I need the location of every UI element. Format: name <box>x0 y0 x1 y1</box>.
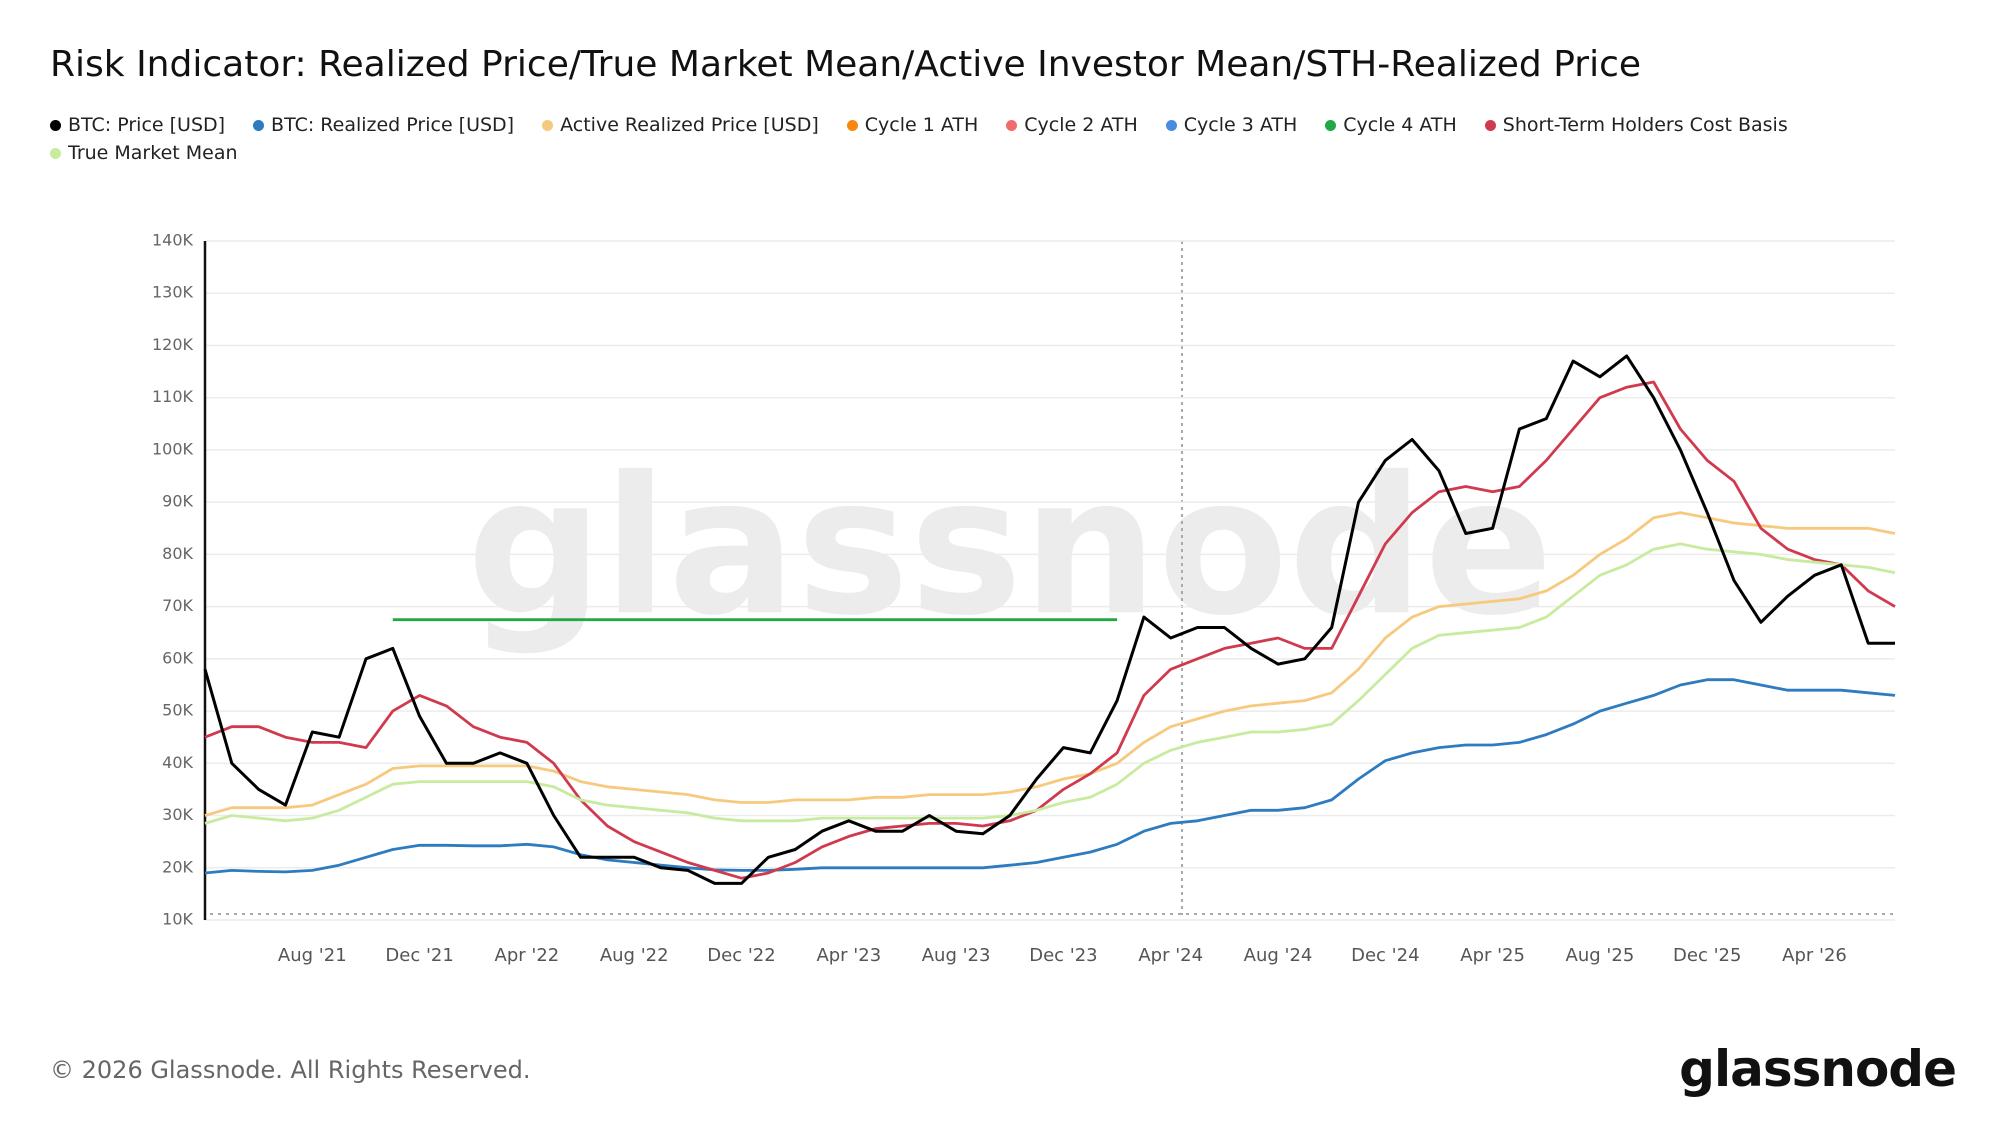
x-tick-label: Dec '23 <box>1029 945 1097 966</box>
y-tick-label: 110K <box>152 387 194 406</box>
x-tick-label: Aug '24 <box>1244 945 1313 966</box>
legend-item: BTC: Realized Price [USD] <box>253 114 514 136</box>
legend-item: Cycle 2 ATH <box>1006 114 1138 136</box>
legend-item: Cycle 1 ATH <box>846 114 979 136</box>
footer: © 2026 Glassnode. All Rights Reserved. <box>50 1056 531 1084</box>
legend-label: Cycle 3 ATH <box>1183 114 1298 136</box>
series-line <box>204 542 1896 825</box>
legend-swatch <box>1006 119 1018 131</box>
legend-label: Active Realized Price [USD] <box>560 114 819 136</box>
legend-item: Active Realized Price [USD] <box>542 114 819 136</box>
legend-swatch <box>542 119 554 131</box>
x-tick-label: Aug '25 <box>1566 945 1635 966</box>
legend: BTC: Price [USD] BTC: Realized Price [USD… <box>50 114 1900 164</box>
legend-swatch <box>846 119 858 131</box>
legend-item: BTC: Price [USD] <box>50 114 225 136</box>
watermark: glassnode <box>467 436 1553 657</box>
legend-label: True Market Mean <box>68 142 238 164</box>
legend-label: Cycle 1 ATH <box>864 114 979 136</box>
x-tick-label: Dec '21 <box>385 945 453 966</box>
x-tick-label: Apr '25 <box>1460 945 1525 966</box>
legend-swatch <box>50 147 61 159</box>
y-tick-label: 140K <box>152 231 194 250</box>
series-line <box>203 354 1895 885</box>
legend-label: Cycle 2 ATH <box>1024 114 1138 136</box>
legend-item: Cycle 4 ATH <box>1325 114 1457 136</box>
x-tick-label: Dec '24 <box>1351 945 1419 966</box>
series-line <box>204 511 1896 817</box>
legend-label: Cycle 4 ATH <box>1343 114 1457 136</box>
x-tick-label: Apr '26 <box>1782 945 1847 966</box>
y-tick-label: 20K <box>162 857 193 876</box>
legend-item: True Market Mean <box>50 142 238 164</box>
x-tick-label: Aug '21 <box>278 945 347 966</box>
legend-swatch <box>253 119 265 131</box>
y-tick-label: 130K <box>152 283 194 302</box>
legend-label: BTC: Price [USD] <box>68 114 226 136</box>
legend-item: Cycle 3 ATH <box>1165 114 1298 136</box>
x-tick-label: Dec '22 <box>707 945 775 966</box>
chart-title: Risk Indicator: Realized Price/True Mark… <box>50 44 1642 85</box>
y-tick-label: 120K <box>152 335 194 354</box>
y-tick-label: 30K <box>162 805 193 824</box>
y-tick-label: 60K <box>162 648 193 667</box>
logo: glassnode <box>1679 1040 1957 1098</box>
legend-item: Short-Term Holders Cost Basis <box>1484 114 1788 136</box>
legend-swatch <box>1165 119 1177 131</box>
legend-swatch <box>1325 119 1337 131</box>
y-tick-label: 90K <box>162 492 193 511</box>
y-tick-label: 50K <box>162 701 193 720</box>
y-tick-label: 100K <box>152 439 194 458</box>
x-tick-label: Apr '22 <box>495 945 560 966</box>
legend-label: Short-Term Holders Cost Basis <box>1502 114 1788 136</box>
x-tick-label: Dec '25 <box>1673 945 1741 966</box>
y-tick-label: 10K <box>162 910 193 929</box>
legend-swatch <box>50 119 61 131</box>
series-line <box>204 678 1896 875</box>
y-tick-label: 70K <box>162 596 193 615</box>
legend-swatch <box>1484 119 1496 131</box>
x-tick-label: Aug '23 <box>922 945 991 966</box>
y-tick-label: 80K <box>162 544 193 563</box>
series-line <box>204 380 1896 880</box>
x-tick-label: Apr '23 <box>816 945 881 966</box>
legend-label: BTC: Realized Price [USD] <box>271 114 515 136</box>
y-tick-label: 40K <box>162 753 193 772</box>
x-tick-label: Aug '22 <box>600 945 669 966</box>
chart: glassnode 10K 20K 30K 40K 50K 60K 70K 80K 90K 100… <box>152 231 1896 966</box>
x-tick-label: Apr '24 <box>1138 945 1203 966</box>
